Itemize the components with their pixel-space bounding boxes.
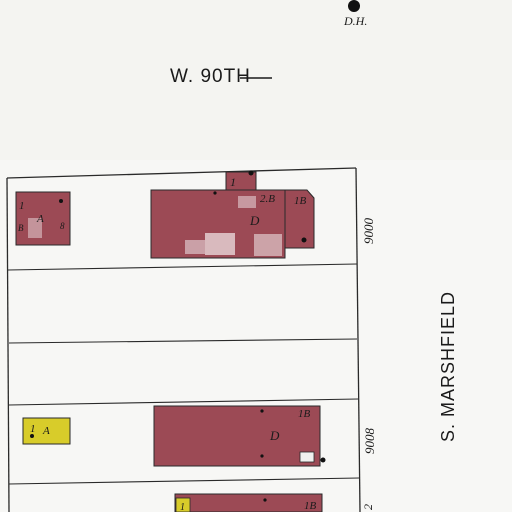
dh-marker-icon <box>348 0 360 12</box>
story-label: 1B <box>298 408 311 420</box>
lot-line <box>7 263 358 271</box>
building-outbuilding: 1 A B 8 <box>15 191 71 246</box>
paper-stain <box>0 0 512 160</box>
house-number: 9008 <box>362 428 377 455</box>
street-label-north: W. 90TH <box>170 66 251 87</box>
house-number: 2 <box>361 504 375 510</box>
story-label: B <box>18 223 24 233</box>
story-label: 1 <box>180 502 185 512</box>
story-label: 2.B <box>260 193 275 205</box>
building-code: D <box>249 213 260 228</box>
building-frame-shed: 1 A <box>22 417 71 445</box>
story-label: 1B <box>294 195 307 207</box>
building-code: A <box>36 213 44 225</box>
street-label-east: S. MARSHFIELD <box>438 291 458 442</box>
story-label: 1B <box>304 500 317 512</box>
story-label: 8 <box>60 221 65 231</box>
lot-lines <box>7 263 360 485</box>
lot-line <box>8 477 360 485</box>
lot-line <box>8 398 359 406</box>
building-partial-bottom: 1 1B <box>174 493 323 512</box>
house-number: 9000 <box>361 218 376 245</box>
building-code: A <box>42 425 50 437</box>
story-label: 1 <box>30 423 36 435</box>
city-block <box>6 167 361 512</box>
lot-line <box>8 338 358 344</box>
building-main-dwelling: 1 2.B 1B D <box>150 170 315 259</box>
building-dwelling-2: 1B D <box>153 405 326 467</box>
building-code: D <box>269 428 280 443</box>
story-label: 1 <box>19 200 25 212</box>
story-label: 1 <box>230 175 236 189</box>
dh-marker-label: D.H. <box>343 14 367 28</box>
